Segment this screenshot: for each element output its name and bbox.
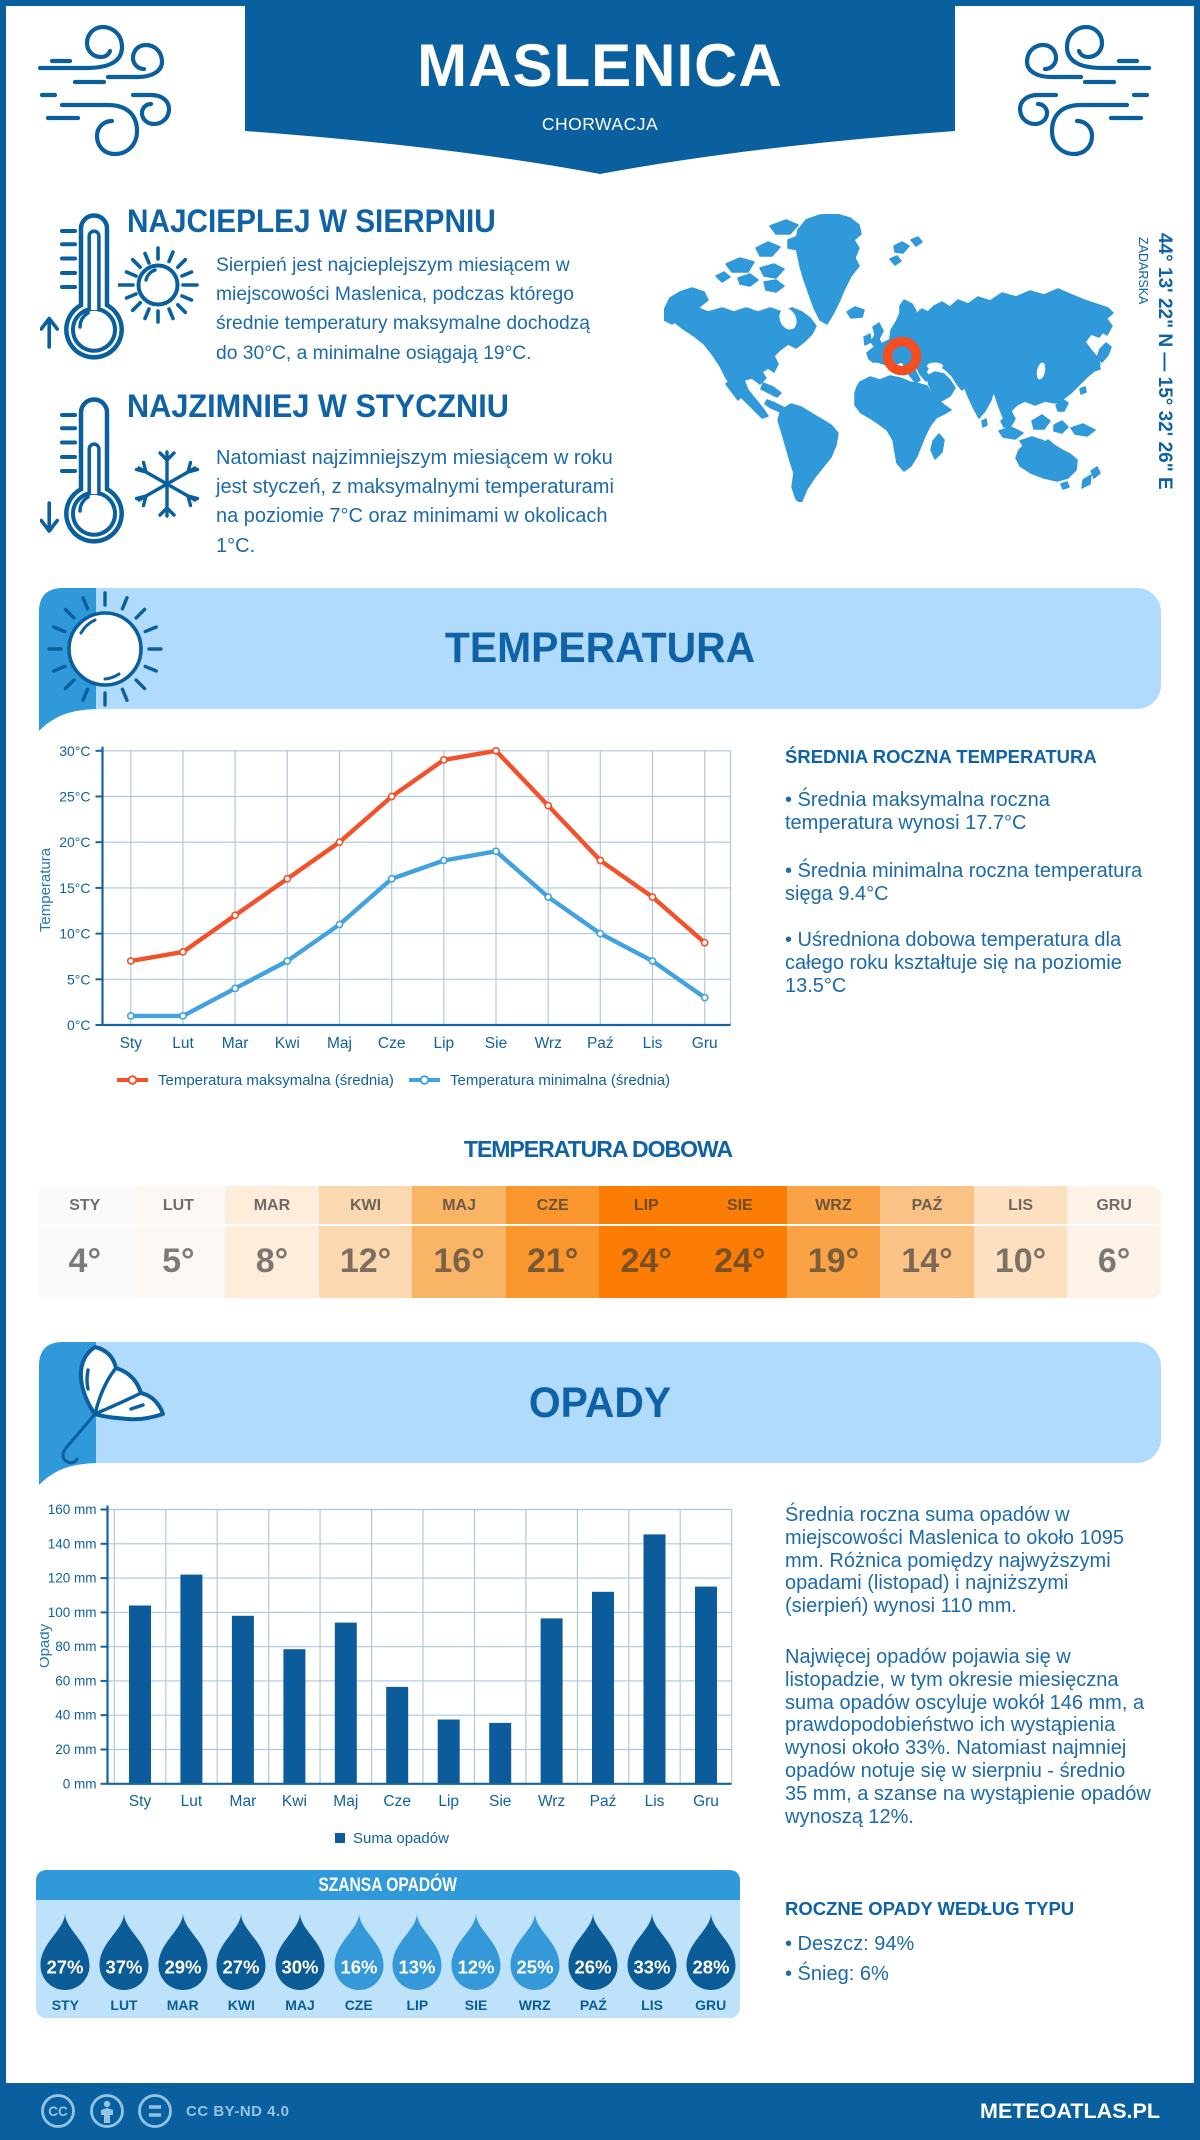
svg-text:Sty: Sty	[120, 1035, 143, 1052]
svg-text:40 mm: 40 mm	[55, 1708, 96, 1723]
svg-text:Mar: Mar	[230, 1793, 257, 1810]
svg-text:Mar: Mar	[222, 1035, 249, 1052]
svg-text:80 mm: 80 mm	[55, 1639, 96, 1654]
svg-text:0°C: 0°C	[67, 1017, 91, 1033]
svg-text:140 mm: 140 mm	[48, 1536, 97, 1551]
svg-text:30%: 30%	[282, 1957, 319, 1978]
svg-text:15°C: 15°C	[59, 880, 90, 896]
svg-text:Temperatura maksymalna (średni: Temperatura maksymalna (średnia)	[158, 1072, 394, 1089]
svg-text:26%: 26%	[575, 1957, 612, 1978]
svg-text:Lut: Lut	[181, 1793, 203, 1810]
svg-text:27%: 27%	[47, 1957, 84, 1978]
svg-text:13%: 13%	[399, 1957, 436, 1978]
svg-text:28%: 28%	[692, 1957, 729, 1978]
svg-text:Opady: Opady	[40, 1623, 53, 1668]
svg-text:30°C: 30°C	[59, 743, 90, 759]
svg-text:Maj: Maj	[333, 1793, 358, 1810]
svg-text:12%: 12%	[458, 1957, 495, 1978]
svg-text:25°C: 25°C	[59, 789, 90, 805]
svg-text:Gru: Gru	[692, 1035, 718, 1052]
svg-text:Maj: Maj	[327, 1035, 352, 1052]
svg-text:29%: 29%	[164, 1957, 201, 1978]
svg-text:Gru: Gru	[693, 1793, 719, 1810]
svg-text:20°C: 20°C	[59, 834, 90, 850]
svg-text:100 mm: 100 mm	[48, 1605, 97, 1620]
svg-text:Wrz: Wrz	[538, 1793, 565, 1810]
svg-text:5°C: 5°C	[67, 971, 91, 987]
svg-text:Sie: Sie	[485, 1035, 507, 1052]
svg-text:Cze: Cze	[383, 1793, 411, 1810]
svg-text:Sie: Sie	[489, 1793, 511, 1810]
svg-text:Paź: Paź	[587, 1035, 614, 1052]
svg-text:Temperatura minimalna (średnia: Temperatura minimalna (średnia)	[450, 1072, 670, 1089]
svg-text:Lip: Lip	[433, 1035, 454, 1052]
svg-text:25%: 25%	[516, 1957, 553, 1978]
svg-text:Wrz: Wrz	[535, 1035, 562, 1052]
svg-text:27%: 27%	[223, 1957, 260, 1978]
svg-text:CC: CC	[48, 2104, 68, 2119]
svg-text:33%: 33%	[634, 1957, 671, 1978]
svg-text:Cze: Cze	[378, 1035, 406, 1052]
svg-text:Kwi: Kwi	[282, 1793, 307, 1810]
svg-text:Lis: Lis	[645, 1793, 665, 1810]
svg-text:20 mm: 20 mm	[55, 1742, 96, 1757]
svg-text:37%: 37%	[105, 1957, 142, 1978]
svg-text:Lis: Lis	[643, 1035, 663, 1052]
svg-text:Lut: Lut	[172, 1035, 194, 1052]
svg-text:120 mm: 120 mm	[48, 1571, 97, 1586]
svg-text:Kwi: Kwi	[275, 1035, 300, 1052]
svg-text:Suma opadów: Suma opadów	[353, 1830, 449, 1847]
svg-text:Temperatura: Temperatura	[40, 847, 54, 932]
svg-text:0 mm: 0 mm	[63, 1776, 97, 1791]
svg-text:Sty: Sty	[129, 1793, 152, 1810]
svg-text:Lip: Lip	[438, 1793, 459, 1810]
svg-text:160 mm: 160 mm	[48, 1502, 97, 1517]
svg-text:60 mm: 60 mm	[55, 1673, 96, 1688]
svg-text:Paź: Paź	[590, 1793, 617, 1810]
svg-text:16%: 16%	[340, 1957, 377, 1978]
svg-text:10°C: 10°C	[59, 926, 90, 942]
